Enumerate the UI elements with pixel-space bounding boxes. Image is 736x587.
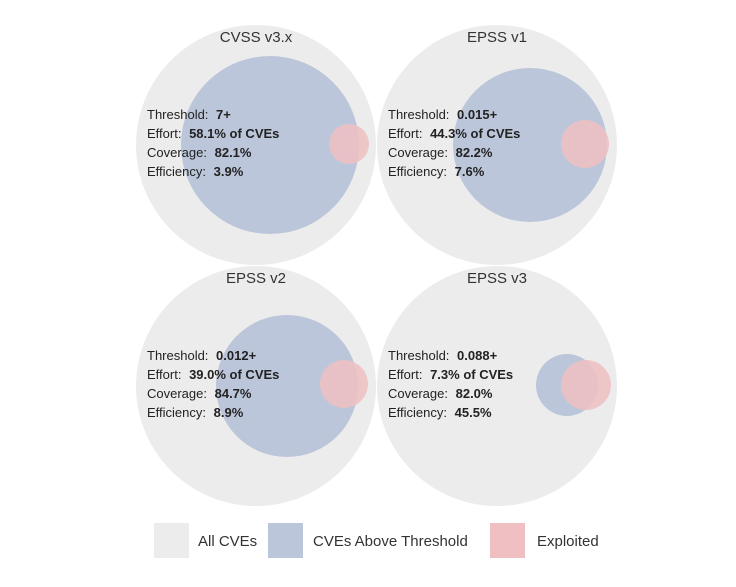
- panel-title: CVSS v3.x: [220, 29, 293, 46]
- threshold-value: 7+: [216, 107, 231, 122]
- coverage-value: 82.1%: [215, 145, 252, 160]
- coverage-value: 84.7%: [215, 386, 252, 401]
- legend-swatch-above-threshold: [268, 523, 303, 558]
- legend-label-above-threshold: CVEs Above Threshold: [313, 533, 468, 550]
- exploited-circle: [320, 360, 368, 408]
- efficiency-label: Efficiency:: [388, 405, 447, 420]
- coverage-value: 82.0%: [456, 386, 493, 401]
- coverage-label: Coverage:: [147, 145, 207, 160]
- effort-label: Effort:: [388, 367, 422, 382]
- legend-label-exploited: Exploited: [537, 533, 599, 550]
- panel-epss-v1: EPSS v1 Threshold: 0.015+ Effort: 44.3% …: [377, 25, 617, 265]
- threshold-line: Threshold: 0.012+: [147, 348, 257, 363]
- efficiency-label: Efficiency:: [147, 405, 206, 420]
- coverage-label: Coverage:: [388, 145, 448, 160]
- efficiency-label: Efficiency:: [388, 164, 447, 179]
- exploited-circle: [329, 124, 369, 164]
- threshold-line: Threshold: 7+: [147, 107, 231, 122]
- coverage-line: Coverage: 82.2%: [388, 145, 493, 160]
- effort-line: Effort: 7.3% of CVEs: [388, 367, 513, 382]
- legend-label-all-cves: All CVEs: [198, 533, 257, 550]
- threshold-label: Threshold:: [147, 348, 208, 363]
- efficiency-line: Efficiency: 45.5%: [388, 405, 492, 420]
- effort-label: Effort:: [388, 126, 422, 141]
- legend-swatch-all-cves: [154, 523, 189, 558]
- effort-value: 39.0% of CVEs: [189, 367, 279, 382]
- efficiency-value: 45.5%: [455, 405, 492, 420]
- threshold-line: Threshold: 0.088+: [388, 348, 498, 363]
- effort-line: Effort: 58.1% of CVEs: [147, 126, 279, 141]
- panel-title: EPSS v3: [467, 270, 527, 287]
- efficiency-line: Efficiency: 7.6%: [388, 164, 485, 179]
- efficiency-line: Efficiency: 8.9%: [147, 405, 244, 420]
- panel-epss-v3: EPSS v3 Threshold: 0.088+ Effort: 7.3% o…: [377, 266, 617, 506]
- panel-epss-v2: EPSS v2 Threshold: 0.012+ Effort: 39.0% …: [136, 266, 376, 506]
- legend: All CVEs CVEs Above Threshold Exploited: [154, 523, 599, 558]
- effort-label: Effort:: [147, 367, 181, 382]
- legend-swatch-exploited: [490, 523, 525, 558]
- effort-value: 58.1% of CVEs: [189, 126, 279, 141]
- threshold-value: 0.088+: [457, 348, 498, 363]
- exploited-circle: [561, 120, 609, 168]
- panel-title: EPSS v2: [226, 270, 286, 287]
- coverage-label: Coverage:: [388, 386, 448, 401]
- efficiency-value: 3.9%: [214, 164, 244, 179]
- threshold-label: Threshold:: [388, 348, 449, 363]
- efficiency-value: 7.6%: [455, 164, 485, 179]
- effort-value: 44.3% of CVEs: [430, 126, 520, 141]
- effort-line: Effort: 44.3% of CVEs: [388, 126, 520, 141]
- efficiency-value: 8.9%: [214, 405, 244, 420]
- coverage-line: Coverage: 82.0%: [388, 386, 493, 401]
- above-threshold-circle: [453, 68, 607, 222]
- coverage-label: Coverage:: [147, 386, 207, 401]
- threshold-value: 0.015+: [457, 107, 498, 122]
- threshold-line: Threshold: 0.015+: [388, 107, 498, 122]
- effort-label: Effort:: [147, 126, 181, 141]
- coverage-value: 82.2%: [456, 145, 493, 160]
- threshold-label: Threshold:: [388, 107, 449, 122]
- effort-value: 7.3% of CVEs: [430, 367, 513, 382]
- threshold-label: Threshold:: [147, 107, 208, 122]
- all-cves-circle: [377, 266, 617, 506]
- coverage-line: Coverage: 84.7%: [147, 386, 252, 401]
- effort-line: Effort: 39.0% of CVEs: [147, 367, 279, 382]
- panel-cvss-v3: CVSS v3.x Threshold: 7+ Effort: 58.1% of…: [136, 25, 376, 265]
- efficiency-line: Efficiency: 3.9%: [147, 164, 244, 179]
- above-threshold-circle: [181, 56, 359, 234]
- above-threshold-circle: [216, 315, 358, 457]
- efficiency-label: Efficiency:: [147, 164, 206, 179]
- exploited-circle: [561, 360, 611, 410]
- coverage-line: Coverage: 82.1%: [147, 145, 252, 160]
- panel-title: EPSS v1: [467, 29, 527, 46]
- threshold-value: 0.012+: [216, 348, 257, 363]
